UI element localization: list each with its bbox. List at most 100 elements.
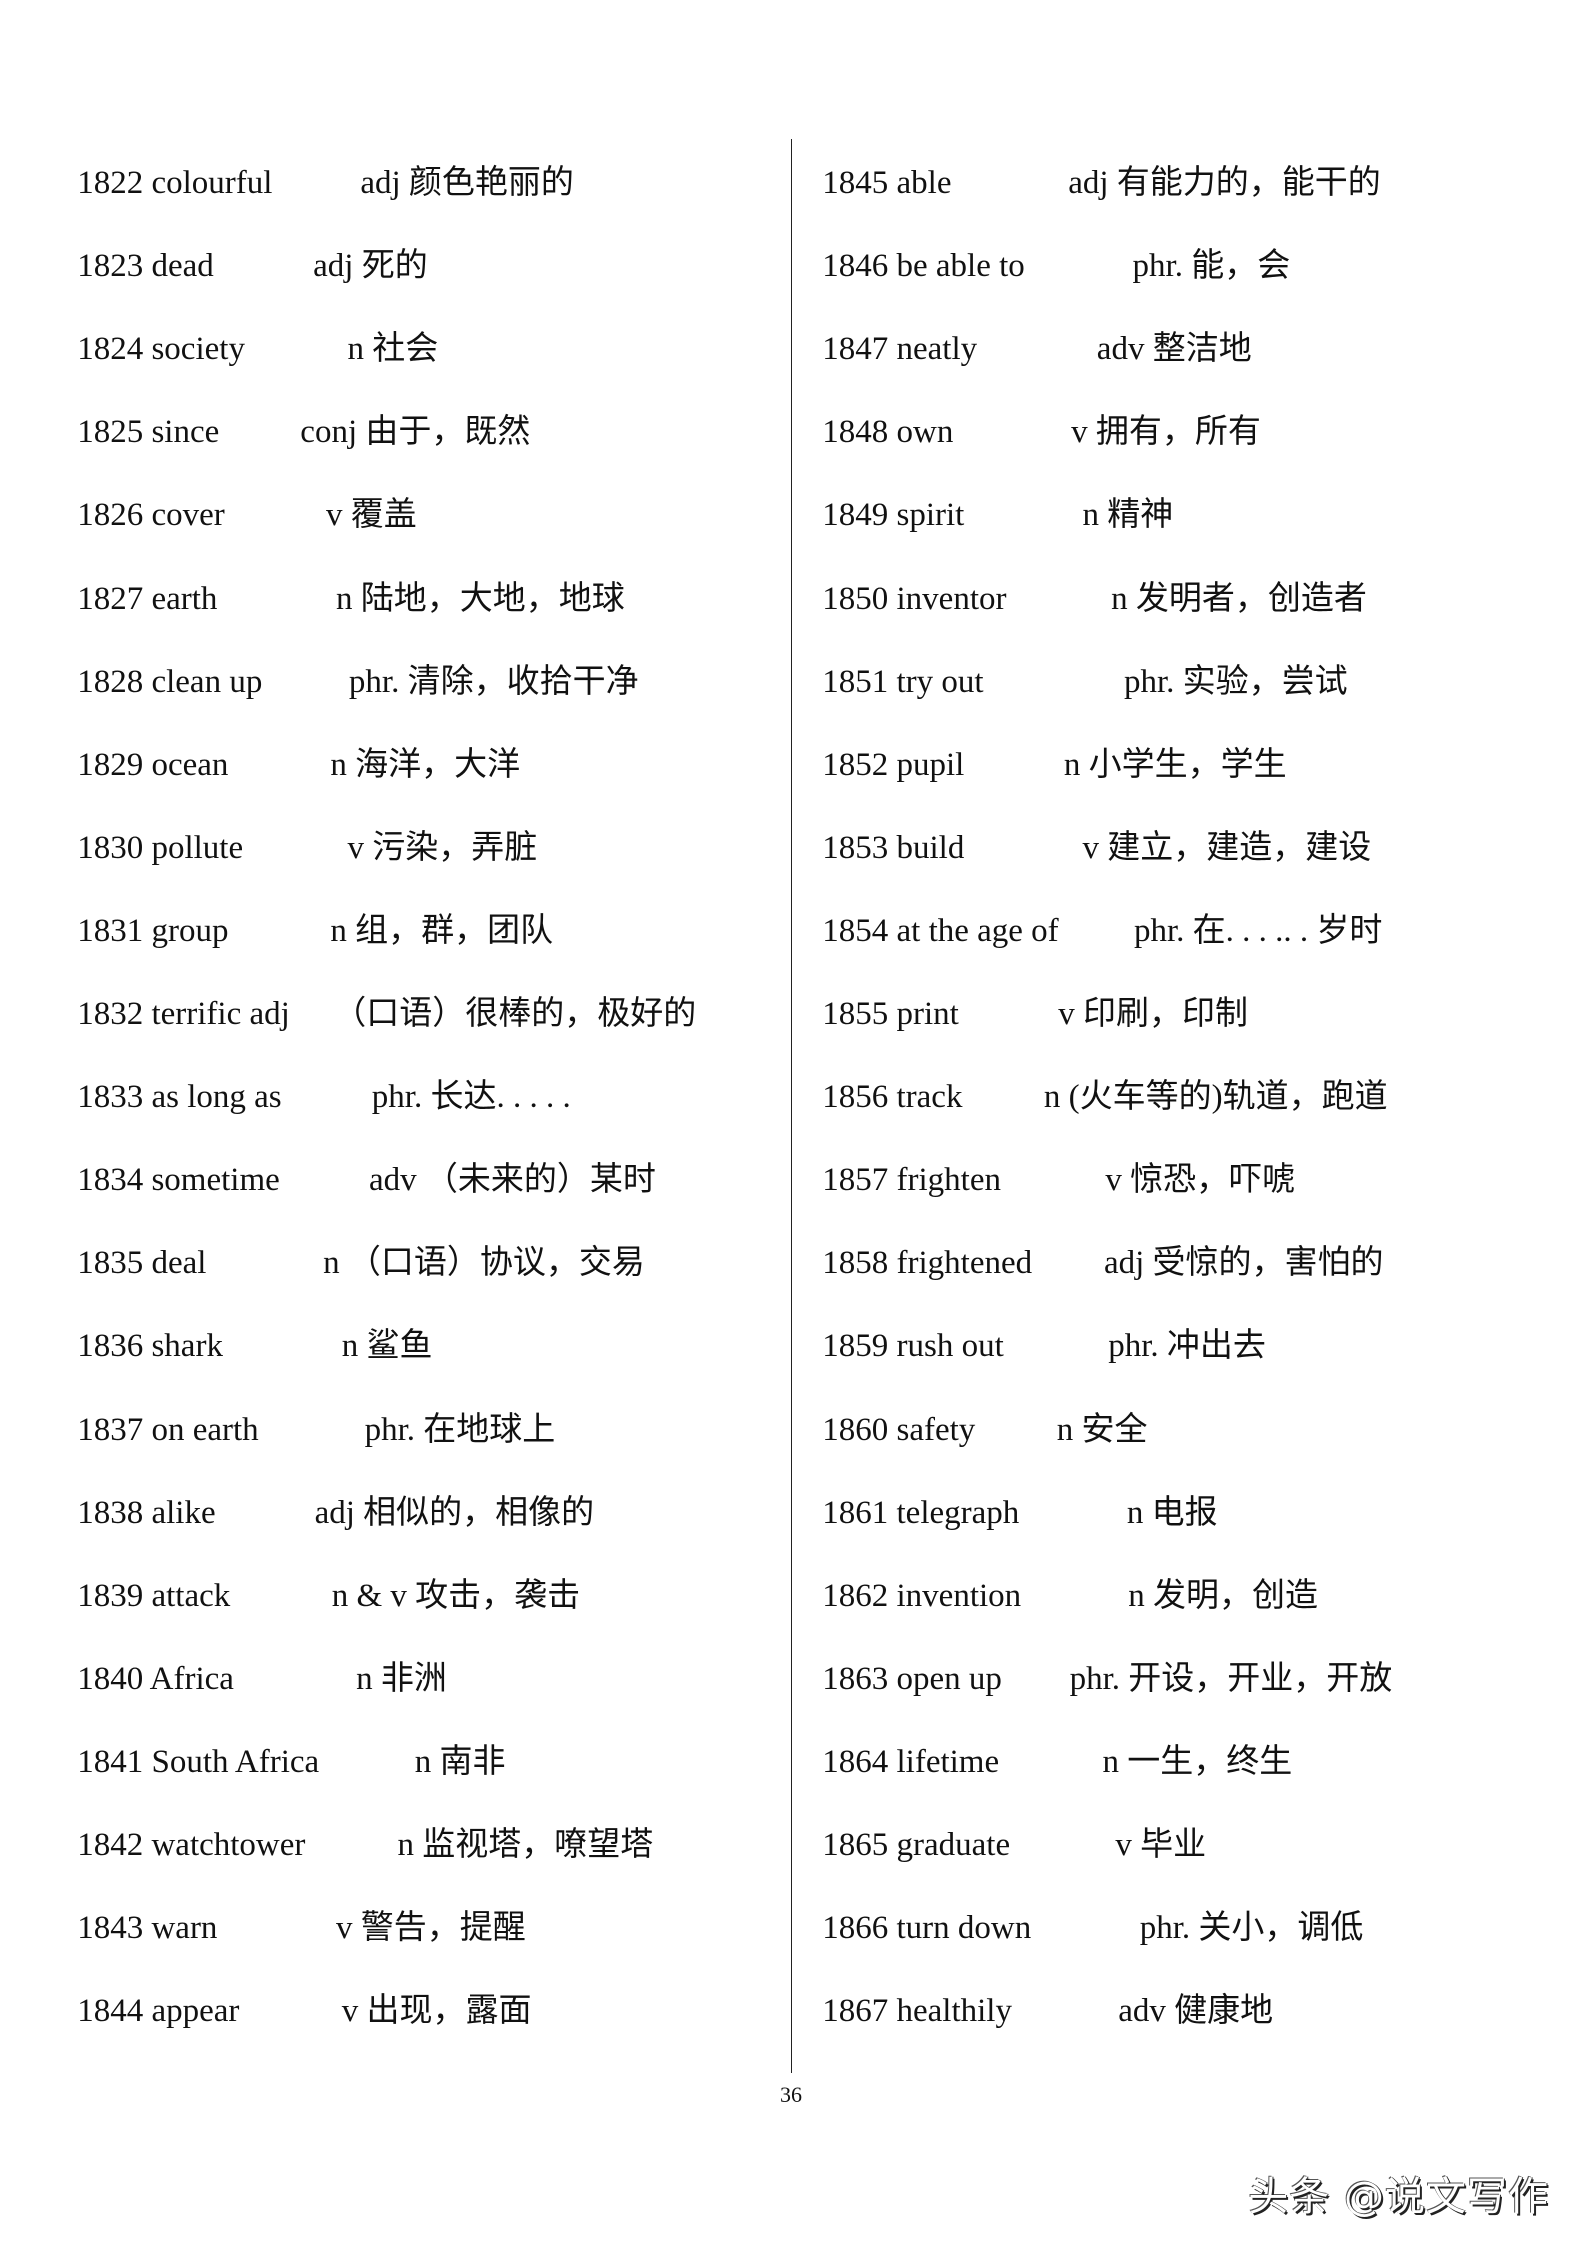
entry-number: 1837 bbox=[77, 1411, 144, 1448]
headword: South Africa bbox=[151, 1743, 320, 1780]
headword: clean up bbox=[151, 663, 263, 700]
entry-number: 1863 bbox=[822, 1660, 889, 1697]
definition: （口语）很棒的，极好的 bbox=[333, 996, 697, 1032]
definition: n 监视塔，嘹望塔 bbox=[397, 1827, 654, 1863]
definition: n 社会 bbox=[347, 331, 439, 368]
headword: rush out bbox=[896, 1328, 1004, 1365]
headword: attack bbox=[151, 1577, 231, 1614]
headword: on earth bbox=[151, 1411, 259, 1448]
definition: adv 整洁地 bbox=[1096, 331, 1252, 368]
headword: ocean bbox=[151, 746, 229, 783]
headword: group bbox=[151, 912, 229, 949]
headword: be able to bbox=[896, 248, 1025, 285]
definition: v 拥有，所有 bbox=[1071, 414, 1261, 451]
definition: n 小学生，学生 bbox=[1063, 746, 1287, 783]
entry-number: 1824 bbox=[77, 331, 144, 368]
entry-number: 1847 bbox=[822, 331, 889, 368]
entry-number: 1840 bbox=[77, 1660, 144, 1697]
headword: sometime bbox=[151, 1162, 280, 1199]
definition: adj 颜色艳丽的 bbox=[360, 165, 574, 201]
definition: phr. 冲出去 bbox=[1108, 1328, 1266, 1365]
headword: pupil bbox=[896, 746, 965, 783]
headword: as long as bbox=[151, 1079, 282, 1116]
headword: frightened bbox=[896, 1245, 1033, 1282]
definition: phr. 长达. . . . . bbox=[371, 1079, 571, 1116]
headword: neatly bbox=[896, 331, 978, 368]
entry-number: 1839 bbox=[77, 1577, 144, 1614]
definition: n & v 攻击，袭击 bbox=[331, 1577, 581, 1614]
entry-number: 1857 bbox=[822, 1162, 889, 1199]
headword: pollute bbox=[151, 829, 244, 866]
entry-number: 1854 bbox=[822, 912, 889, 949]
entry-number: 1836 bbox=[77, 1328, 144, 1365]
entry-number: 1838 bbox=[77, 1494, 144, 1531]
headword: frighten bbox=[896, 1162, 1001, 1199]
headword: track bbox=[896, 1079, 963, 1116]
definition: v 毕业 bbox=[1115, 1827, 1207, 1863]
headword: terrific adj bbox=[151, 996, 290, 1032]
entry-number: 1855 bbox=[822, 996, 889, 1032]
definition: phr. 实验，尝试 bbox=[1123, 663, 1348, 700]
entry-number: 1843 bbox=[77, 1910, 144, 1947]
definition: v 覆盖 bbox=[326, 497, 417, 534]
entry-number: 1831 bbox=[77, 912, 144, 949]
watermark: 头条 @说文写作 bbox=[1248, 2174, 1549, 2220]
headword: telegraph bbox=[896, 1494, 1020, 1531]
entry-number: 1823 bbox=[77, 248, 144, 285]
headword: print bbox=[896, 996, 959, 1032]
headword: own bbox=[896, 414, 954, 451]
headword: cover bbox=[151, 497, 225, 534]
entry-number: 1835 bbox=[77, 1245, 144, 1282]
entry-number: 1856 bbox=[822, 1079, 889, 1116]
entry-number: 1841 bbox=[77, 1743, 144, 1780]
definition: v 印刷，印制 bbox=[1058, 996, 1248, 1032]
entry-number: 1828 bbox=[77, 663, 144, 700]
entry-number: 1850 bbox=[822, 580, 889, 617]
definition: n 电报 bbox=[1126, 1494, 1218, 1531]
entry-number: 1844 bbox=[77, 1993, 144, 2030]
headword: watchtower bbox=[151, 1827, 306, 1863]
definition: v 污染，弄脏 bbox=[347, 829, 538, 866]
headword: colourful bbox=[151, 165, 273, 201]
definition: phr. 在地球上 bbox=[364, 1411, 556, 1448]
definition: adj 受惊的，害怕的 bbox=[1103, 1245, 1384, 1282]
entry-number: 1826 bbox=[77, 497, 144, 534]
definition: n 组，群，团队 bbox=[330, 912, 554, 949]
definition: v 出现，露面 bbox=[341, 1993, 532, 2030]
definition: adv （未来的）某时 bbox=[368, 1162, 656, 1199]
page-number: 36 bbox=[780, 2082, 802, 2107]
headword: invention bbox=[896, 1577, 1022, 1614]
headword: graduate bbox=[896, 1827, 1011, 1863]
headword: open up bbox=[896, 1660, 1002, 1697]
entry-number: 1865 bbox=[822, 1827, 889, 1863]
entry-number: 1849 bbox=[822, 497, 889, 534]
definition: phr. 在. . . .. . 岁时 bbox=[1133, 912, 1383, 949]
entry-number: 1834 bbox=[77, 1162, 144, 1199]
definition: phr. 清除，收拾干净 bbox=[348, 663, 639, 700]
definition: v 警告，提醒 bbox=[336, 1910, 526, 1947]
entry-number: 1846 bbox=[822, 248, 889, 285]
headword: appear bbox=[151, 1993, 240, 2030]
entry-number: 1859 bbox=[822, 1328, 889, 1365]
headword: at the age of bbox=[896, 912, 1059, 949]
entry-number: 1860 bbox=[822, 1411, 889, 1448]
entry-number: 1842 bbox=[77, 1827, 144, 1863]
entry-number: 1852 bbox=[822, 746, 889, 783]
entry-number: 1830 bbox=[77, 829, 144, 866]
definition: n 鲨鱼 bbox=[341, 1328, 433, 1365]
definition: v 惊恐，吓唬 bbox=[1105, 1162, 1296, 1199]
headword: safety bbox=[896, 1411, 976, 1448]
definition: phr. 能，会 bbox=[1132, 248, 1291, 285]
headword: warn bbox=[151, 1910, 218, 1947]
definition: adj 相似的，相像的 bbox=[314, 1494, 595, 1531]
headword: spirit bbox=[896, 497, 965, 534]
headword: turn down bbox=[896, 1910, 1032, 1947]
definition: adj 有能力的，能干的 bbox=[1068, 165, 1381, 201]
headword: alike bbox=[151, 1494, 216, 1531]
headword: Africa bbox=[149, 1660, 234, 1697]
definition: n (火车等的)轨道，跑道 bbox=[1043, 1079, 1388, 1116]
definition: n 非洲 bbox=[356, 1660, 447, 1697]
headword: since bbox=[151, 414, 220, 451]
headword: able bbox=[896, 165, 952, 201]
entry-number: 1825 bbox=[77, 414, 144, 451]
